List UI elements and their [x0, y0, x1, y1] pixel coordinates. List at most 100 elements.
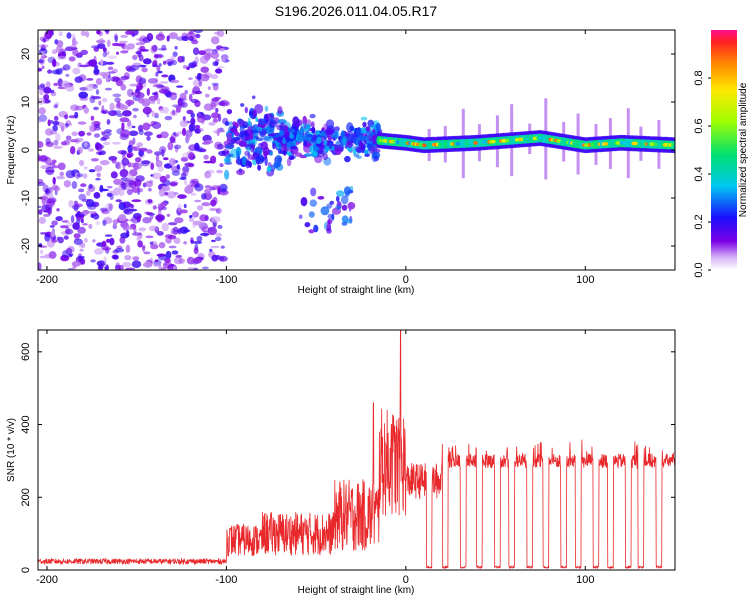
y-tick-label: 0 [20, 147, 32, 153]
heatmap-cell [246, 160, 252, 166]
heatmap-cell [158, 242, 166, 249]
heatmap-cell [302, 133, 309, 143]
heatmap-cell [72, 49, 79, 56]
heatmap-cell [125, 244, 131, 253]
heatmap-cell [77, 121, 87, 125]
heatmap-cell [146, 149, 153, 154]
heatmap-cell [194, 183, 204, 192]
heatmap-cell [104, 265, 110, 270]
heatmap-cell [368, 131, 376, 136]
heatmap-cell [59, 124, 69, 129]
heatmap-cell [58, 31, 63, 37]
heatmap-cell [77, 173, 83, 178]
heatmap-cell [85, 84, 94, 92]
heatmap-cell [78, 188, 85, 193]
heatmap-cell [74, 137, 84, 143]
heatmap-cell [45, 81, 51, 89]
heatmap-cell [132, 256, 140, 261]
heatmap-cell [106, 39, 111, 47]
heatmap-cell [364, 149, 369, 155]
heatmap-cell [93, 192, 101, 199]
heatmap-cell [112, 93, 122, 98]
heatmap-cell [99, 188, 109, 192]
heatmap-cell [49, 225, 55, 228]
heatmap-cell [152, 205, 157, 210]
heatmap-cell [38, 97, 46, 105]
heatmap-cell [52, 120, 60, 126]
heatmap-cell [193, 247, 199, 255]
heatmap-cell [192, 257, 202, 264]
heatmap-cell [300, 127, 306, 134]
heatmap-cell [159, 175, 167, 183]
heatmap-cell [142, 122, 151, 131]
heatmap-cell [111, 158, 117, 164]
heatmap-cell [38, 155, 48, 162]
heatmap-cell [126, 43, 135, 50]
heatmap-cell [150, 162, 155, 170]
heatmap-cell [208, 122, 216, 126]
heatmap-cell [147, 78, 158, 84]
colorbar: 0.0 0.2 0.4 0.6 0.8 Normalized spectral ampl… [693, 30, 749, 278]
heatmap-cell [100, 137, 107, 142]
heatmap-cell [160, 202, 167, 207]
heatmap-cell [66, 32, 72, 39]
heatmap-cell [57, 236, 64, 244]
heatmap-cell [182, 127, 187, 136]
heatmap-cell [122, 110, 132, 117]
heatmap-cell [65, 120, 72, 125]
heatmap-cell [194, 199, 202, 203]
heatmap-cell [96, 172, 101, 178]
spectrogram-x-label: Height of straight line (km) [298, 285, 415, 296]
heatmap-cell [633, 141, 638, 146]
heatmap-cell [129, 83, 140, 87]
heatmap-cell [216, 207, 223, 215]
heatmap-cell [653, 142, 658, 147]
heatmap-cell [572, 141, 577, 146]
heatmap-cell [284, 124, 289, 135]
heatmap-cell [309, 113, 316, 119]
heatmap-cell [74, 76, 83, 83]
heatmap-cell [148, 95, 158, 102]
heatmap-cell [216, 66, 225, 69]
heatmap-cell [179, 120, 188, 128]
heatmap-cell [315, 142, 323, 148]
heatmap-cell [198, 127, 204, 132]
heatmap-cell [51, 184, 59, 191]
heatmap-cell [65, 73, 70, 77]
heatmap-cell [99, 38, 104, 43]
heatmap-cell [342, 137, 347, 146]
snr-x-ticks: -200 -100 0 100 [36, 330, 594, 586]
heatmap-cell [112, 112, 116, 115]
heatmap-cell [38, 216, 47, 224]
heatmap-cell [183, 241, 188, 245]
heatmap-cell [233, 136, 241, 141]
heatmap-cell [340, 130, 346, 140]
heatmap-cell [78, 130, 86, 137]
heatmap-cell [212, 83, 219, 91]
heatmap-cell [185, 135, 191, 141]
heatmap-cell [257, 164, 261, 171]
heatmap-cell [51, 220, 58, 226]
heatmap-cell [256, 126, 263, 132]
heatmap-cell [48, 251, 57, 259]
heatmap-cell [308, 211, 315, 218]
heatmap-cell [91, 45, 101, 49]
heatmap-cell [53, 104, 59, 109]
heatmap-cell [52, 176, 56, 185]
heatmap-cell [186, 109, 194, 115]
heatmap-cell [347, 133, 356, 142]
heatmap-cell [244, 106, 248, 114]
heatmap-cell [101, 240, 107, 247]
snr-y-label: SNR (10 * v/v) [6, 418, 17, 482]
heatmap-cell [70, 215, 75, 224]
heatmap-cell [121, 261, 132, 268]
heatmap-cell [201, 193, 207, 200]
heatmap-cell [224, 169, 230, 180]
heatmap-cell [188, 123, 196, 132]
heatmap-cell [57, 162, 66, 171]
heatmap-cell [103, 256, 107, 264]
heatmap-cell [112, 223, 118, 230]
heatmap-cell [172, 51, 178, 57]
heatmap-cell [191, 180, 197, 184]
heatmap-cell [288, 156, 295, 161]
